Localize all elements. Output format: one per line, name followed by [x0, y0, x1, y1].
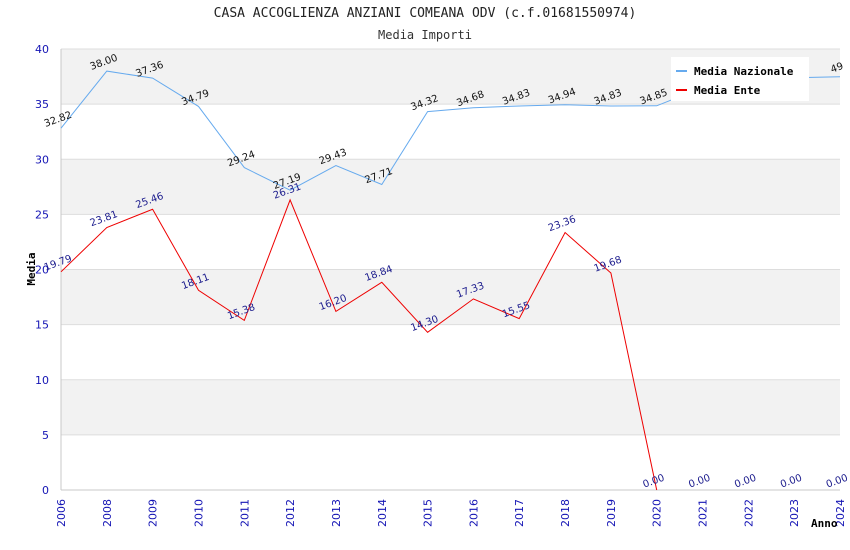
- x-tick-label: 2024: [834, 499, 847, 527]
- x-tick-label: 2016: [467, 499, 480, 527]
- data-label: 23.36: [547, 214, 578, 234]
- chart-subtitle: Media Importi: [378, 28, 472, 42]
- grid-band: [61, 379, 840, 435]
- data-label: 0.00: [779, 473, 804, 491]
- x-tick-label: 2022: [742, 499, 755, 527]
- x-tick-label: 2012: [284, 499, 297, 527]
- legend-box: [671, 57, 809, 101]
- x-tick-label: 2020: [651, 499, 664, 527]
- x-axis-label: Anno: [811, 517, 838, 530]
- y-tick-label: 40: [35, 43, 49, 56]
- x-tick-label: 2015: [422, 499, 435, 527]
- y-tick-label: 0: [42, 484, 49, 497]
- data-label: 32.82: [43, 110, 74, 130]
- x-tick-label: 2008: [101, 499, 114, 527]
- x-tick-label: 2010: [192, 499, 205, 527]
- series-line-media-ente: [60, 198, 658, 491]
- legend-entry: Media Nazionale: [694, 65, 794, 78]
- y-axis-label: Media: [25, 252, 38, 285]
- x-tick-label: 2009: [147, 499, 160, 527]
- data-label: 0.00: [733, 473, 758, 491]
- x-tick-label: 2021: [697, 499, 710, 527]
- legend-entry: Media Ente: [694, 84, 761, 97]
- y-tick-label: 30: [35, 153, 49, 166]
- x-tick-label: 2018: [559, 499, 572, 527]
- y-tick-label: 35: [35, 98, 49, 111]
- y-tick-label: 15: [35, 319, 49, 332]
- x-tick-label: 2019: [605, 499, 618, 527]
- y-tick-label: 10: [35, 374, 49, 387]
- x-tick-label: 2023: [788, 499, 801, 527]
- chart-title: CASA ACCOGLIENZA ANZIANI COMEANA ODV (c.…: [213, 6, 637, 21]
- y-tick-label: 5: [42, 429, 49, 442]
- legend: Media Nazionale Media Ente: [671, 57, 809, 101]
- x-tick-label: 2014: [376, 499, 389, 527]
- data-label: 49: [829, 61, 845, 76]
- y-tick-label: 25: [35, 208, 49, 221]
- x-tick-label: 2017: [513, 499, 526, 527]
- x-tick-label: 2006: [55, 499, 68, 527]
- data-label: 0.00: [825, 473, 850, 491]
- grid-band: [61, 159, 840, 215]
- y-tick-label: 20: [35, 264, 49, 277]
- x-tick-label: 2011: [238, 499, 251, 527]
- x-tick-label: 2013: [330, 499, 343, 527]
- data-label: 0.00: [687, 473, 712, 491]
- data-label: 0.00: [642, 473, 667, 491]
- grid-band: [61, 269, 840, 325]
